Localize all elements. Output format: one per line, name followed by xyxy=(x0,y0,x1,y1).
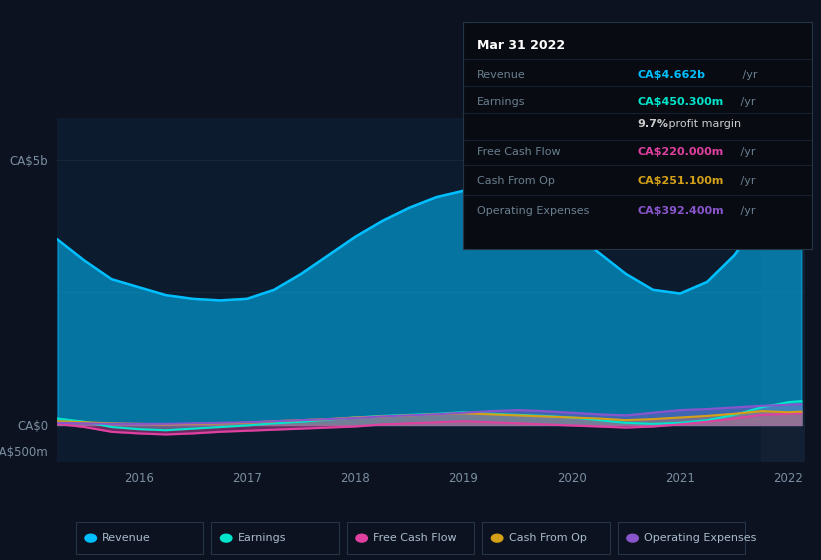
Text: Free Cash Flow: Free Cash Flow xyxy=(373,533,456,543)
Text: CA$251.100m: CA$251.100m xyxy=(638,176,724,186)
Text: Earnings: Earnings xyxy=(477,97,525,107)
Text: Cash From Op: Cash From Op xyxy=(477,176,555,186)
Text: /yr: /yr xyxy=(737,176,755,186)
Text: /yr: /yr xyxy=(737,206,755,216)
Text: Revenue: Revenue xyxy=(477,69,525,80)
Text: Operating Expenses: Operating Expenses xyxy=(644,533,756,543)
Text: /yr: /yr xyxy=(739,69,757,80)
Text: /yr: /yr xyxy=(737,147,755,157)
Text: /yr: /yr xyxy=(737,97,755,107)
Text: Revenue: Revenue xyxy=(102,533,151,543)
Text: 9.7%: 9.7% xyxy=(638,119,668,129)
Text: Earnings: Earnings xyxy=(238,533,287,543)
Text: profit margin: profit margin xyxy=(665,119,741,129)
Text: CA$220.000m: CA$220.000m xyxy=(638,147,724,157)
Text: Mar 31 2022: Mar 31 2022 xyxy=(477,39,565,52)
Text: CA$392.400m: CA$392.400m xyxy=(638,206,724,216)
Text: Operating Expenses: Operating Expenses xyxy=(477,206,589,216)
Text: Free Cash Flow: Free Cash Flow xyxy=(477,147,561,157)
Text: Cash From Op: Cash From Op xyxy=(509,533,586,543)
Bar xyxy=(761,118,805,462)
Text: CA$4.662b: CA$4.662b xyxy=(638,69,705,80)
Text: CA$450.300m: CA$450.300m xyxy=(638,97,724,107)
